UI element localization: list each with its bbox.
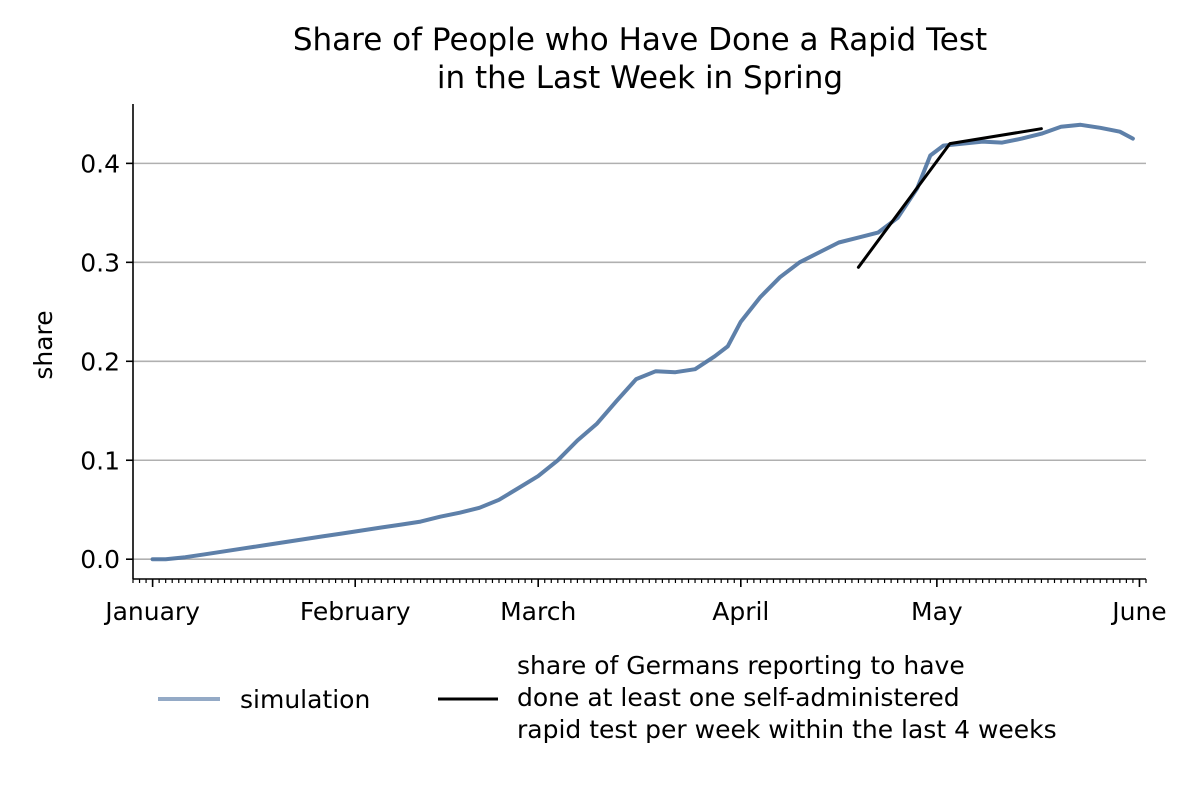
- y-axis-label: share: [29, 310, 58, 379]
- legend-label-survey-line-2: done at least one self-administered: [517, 683, 960, 712]
- x-tick-label-0: January: [103, 597, 200, 626]
- x-tick-label-4: May: [911, 597, 963, 626]
- series-line-survey: [856, 127, 1043, 269]
- chart-title-line-2: in the Last Week in Spring: [437, 60, 843, 96]
- y-tick-label-4: 0.4: [80, 149, 120, 178]
- x-tick-label-3: April: [712, 597, 769, 626]
- grid-lines: [133, 162, 1146, 561]
- y-ticks: 0.0 0.1 0.2 0.3 0.4: [80, 149, 133, 574]
- legend-label-simulation: simulation: [240, 685, 370, 714]
- legend: simulation share of Germans reporting to…: [158, 651, 1057, 744]
- series-line-simulation: [150, 122, 1135, 562]
- x-tick-label-2: March: [500, 597, 576, 626]
- series-lines: [150, 122, 1135, 562]
- y-tick-label-3: 0.3: [80, 248, 120, 277]
- y-tick-label-2: 0.2: [80, 347, 120, 376]
- y-tick-label-1: 0.1: [80, 446, 120, 475]
- legend-label-survey-line-1: share of Germans reporting to have: [517, 651, 965, 680]
- y-tick-label-0: 0.0: [80, 545, 120, 574]
- x-tick-label-5: June: [1110, 597, 1166, 626]
- chart-title: Share of People who Have Done a Rapid Te…: [293, 22, 987, 58]
- legend-label-survey-line-3: rapid test per week within the last 4 we…: [517, 715, 1057, 744]
- x-ticks: January February March April May June: [103, 579, 1167, 626]
- x-tick-label-1: February: [300, 597, 411, 626]
